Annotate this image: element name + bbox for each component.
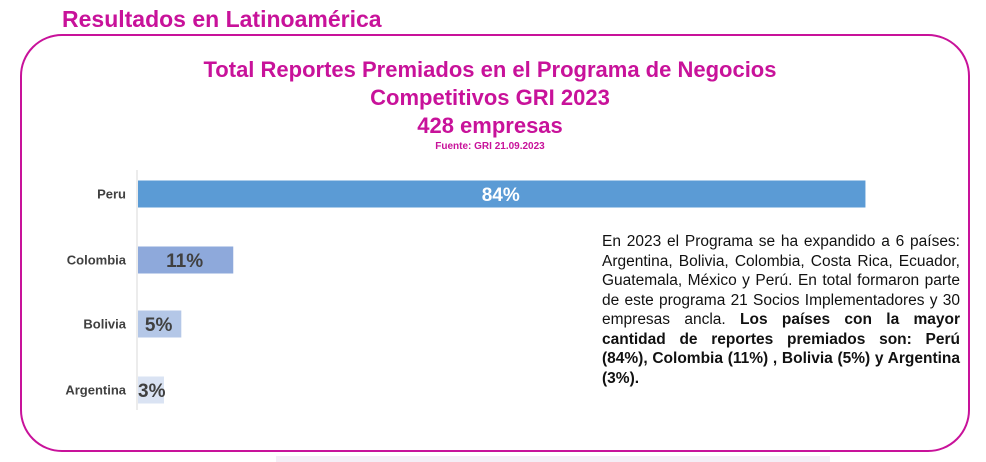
value-label-colombia: 11% xyxy=(166,251,203,272)
page-heading: Resultados en Latinoamérica xyxy=(62,6,382,32)
note-paragraph: En 2023 el Programa se ha expandido a 6 … xyxy=(602,232,960,388)
category-label-argentina: Argentina xyxy=(65,383,126,398)
category-label-peru: Peru xyxy=(97,187,126,202)
value-label-argentina: 3% xyxy=(138,381,166,402)
category-label-bolivia: Bolivia xyxy=(83,317,126,332)
chart-source: Fuente: GRI 21.09.2023 xyxy=(435,141,545,152)
bottom-strip xyxy=(276,456,830,462)
rounded-frame xyxy=(20,34,970,452)
chart-title-line-2: Competitivos GRI 2023 xyxy=(370,85,610,110)
bar-bolivia xyxy=(138,310,182,338)
bar-colombia xyxy=(138,246,234,274)
note-highlight: Los países con la mayor cantidad de repo… xyxy=(602,311,960,387)
note-text: En 2023 el Programa se ha expandido a 6 … xyxy=(602,233,960,328)
chart-subtitle: 428 empresas xyxy=(417,113,563,138)
category-label-colombia: Colombia xyxy=(67,253,127,268)
bar-argentina xyxy=(138,376,164,404)
chart-title-line-1: Total Reportes Premiados en el Programa … xyxy=(203,57,777,82)
value-label-peru: 84% xyxy=(482,185,520,206)
bar-peru xyxy=(138,180,866,208)
value-label-bolivia: 5% xyxy=(145,315,173,336)
